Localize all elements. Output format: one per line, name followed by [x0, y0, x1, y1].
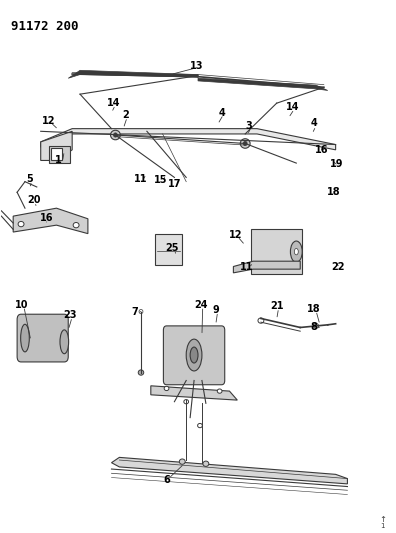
Text: 15: 15 [154, 175, 168, 185]
Polygon shape [151, 386, 237, 400]
Text: 16: 16 [315, 145, 329, 155]
Ellipse shape [73, 222, 79, 228]
Text: 11: 11 [240, 262, 254, 271]
Text: 14: 14 [286, 102, 299, 112]
Text: ↑: ↑ [379, 515, 386, 523]
FancyBboxPatch shape [49, 146, 70, 163]
FancyBboxPatch shape [251, 229, 302, 274]
Text: 18: 18 [307, 304, 321, 314]
Text: 5: 5 [26, 174, 33, 184]
Polygon shape [41, 131, 72, 160]
Text: 24: 24 [194, 300, 208, 310]
Ellipse shape [258, 318, 264, 323]
Polygon shape [233, 261, 300, 273]
Text: 4: 4 [310, 118, 317, 128]
Ellipse shape [60, 330, 69, 354]
Text: 13: 13 [190, 61, 204, 71]
Ellipse shape [138, 370, 144, 375]
Polygon shape [41, 128, 336, 150]
Text: 22: 22 [331, 262, 345, 271]
Text: 11: 11 [134, 174, 148, 184]
Ellipse shape [190, 347, 198, 363]
Ellipse shape [114, 133, 117, 137]
FancyBboxPatch shape [164, 326, 225, 385]
Ellipse shape [240, 139, 250, 148]
Polygon shape [13, 208, 88, 233]
Ellipse shape [179, 459, 185, 464]
Ellipse shape [217, 389, 222, 393]
Ellipse shape [294, 248, 298, 255]
Text: 20: 20 [27, 195, 40, 205]
Text: 9: 9 [212, 305, 219, 315]
Text: 23: 23 [63, 310, 77, 320]
Text: 17: 17 [168, 179, 181, 189]
Ellipse shape [243, 141, 247, 146]
Text: 21: 21 [270, 301, 284, 311]
Text: 12: 12 [42, 116, 55, 126]
Ellipse shape [186, 339, 202, 371]
FancyBboxPatch shape [51, 148, 62, 160]
Ellipse shape [164, 386, 169, 391]
FancyBboxPatch shape [155, 234, 182, 265]
Text: 2: 2 [122, 110, 129, 120]
Polygon shape [198, 78, 328, 91]
Text: 18: 18 [327, 187, 341, 197]
Ellipse shape [21, 324, 29, 352]
Ellipse shape [313, 324, 318, 328]
Text: 8: 8 [310, 322, 318, 333]
Text: 12: 12 [228, 230, 242, 240]
Text: 10: 10 [15, 300, 29, 310]
Text: 3: 3 [246, 121, 253, 131]
Ellipse shape [198, 423, 202, 427]
FancyBboxPatch shape [17, 314, 68, 362]
Polygon shape [68, 70, 198, 78]
Ellipse shape [184, 400, 188, 404]
Text: 19: 19 [329, 159, 343, 169]
Polygon shape [112, 457, 347, 484]
Text: 4: 4 [218, 108, 225, 118]
Ellipse shape [203, 461, 209, 466]
Text: 1: 1 [55, 156, 62, 165]
Text: 16: 16 [40, 213, 53, 223]
Ellipse shape [290, 241, 302, 262]
Text: 1: 1 [381, 523, 385, 529]
Text: 7: 7 [132, 306, 139, 317]
Ellipse shape [139, 310, 143, 314]
Text: 25: 25 [166, 243, 179, 253]
Ellipse shape [18, 221, 24, 227]
Text: 91172 200: 91172 200 [11, 20, 79, 33]
Text: 6: 6 [163, 475, 170, 485]
Text: 14: 14 [107, 98, 120, 108]
Ellipse shape [110, 130, 120, 140]
